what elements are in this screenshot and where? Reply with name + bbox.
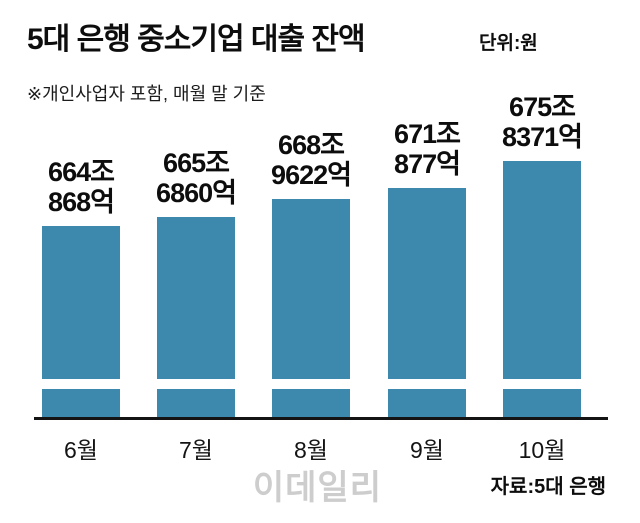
value-line-2: 8371억 [502, 121, 583, 152]
bar-value-label: 675조 8371억 [502, 91, 583, 152]
bar-group-sep: 671조 877억 [388, 119, 466, 419]
x-tick-aug: 8월 [294, 437, 328, 463]
axis-break-stripe [388, 379, 466, 389]
bar-value-label: 668조 9622억 [271, 129, 352, 190]
x-tick-jun: 6월 [64, 437, 98, 463]
bar-sep [388, 188, 466, 419]
x-axis-line [34, 417, 608, 420]
value-line-2: 6860억 [156, 177, 237, 208]
value-line-1: 664조 [48, 156, 115, 187]
value-line-2: 9622억 [271, 159, 352, 190]
source-credit: 자료:5대 은행 [490, 476, 606, 498]
bar-value-label: 664조 868억 [48, 156, 115, 217]
bar-group-aug: 668조 9622억 [271, 129, 352, 419]
bar-oct [503, 161, 581, 419]
x-tick-jul: 7월 [179, 437, 213, 463]
bar-value-label: 665조 6860억 [156, 147, 237, 208]
bar-jul [157, 217, 235, 419]
bar-group-oct: 675조 8371억 [502, 91, 583, 419]
bar-aug [272, 199, 350, 419]
value-line-2: 877억 [394, 148, 461, 179]
unit-label: 단위:원 [479, 33, 538, 54]
bar-jun [42, 226, 120, 419]
bar-value-label: 671조 877억 [394, 118, 461, 179]
chart-note: ※개인사업자 포함, 매월 말 기준 [27, 84, 266, 104]
value-line-1: 665조 [163, 147, 230, 178]
axis-break-stripe [272, 379, 350, 389]
value-line-1: 668조 [278, 129, 345, 160]
chart-title: 5대 은행 중소기업 대출 잔액 [27, 23, 366, 56]
x-tick-sep: 9월 [410, 437, 444, 463]
axis-break-stripe [157, 379, 235, 389]
value-line-1: 675조 [509, 91, 576, 122]
x-tick-oct: 10월 [518, 437, 566, 463]
value-line-1: 671조 [394, 118, 461, 149]
bar-group-jun: 664조 868억 [42, 157, 120, 419]
bar-group-jul: 665조 6860억 [156, 147, 237, 419]
edaily-watermark-logo: 이데일리 [252, 469, 382, 507]
value-line-2: 868억 [48, 186, 115, 217]
axis-break-stripe [42, 379, 120, 389]
axis-break-stripe [503, 379, 581, 389]
